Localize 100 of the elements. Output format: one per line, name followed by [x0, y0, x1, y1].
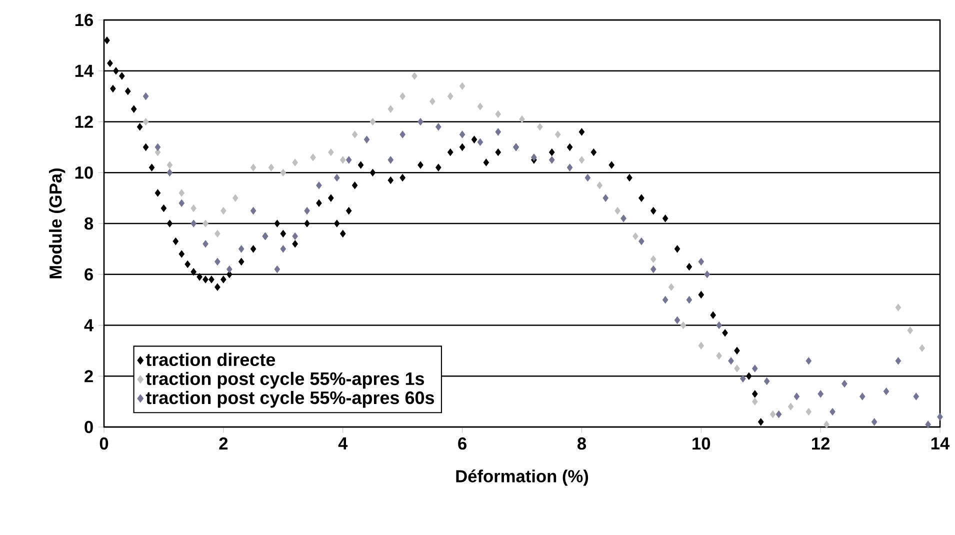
point [166, 168, 173, 176]
point [806, 408, 812, 416]
point [794, 392, 800, 400]
point [788, 402, 794, 410]
x-tick-label: 6 [458, 437, 466, 450]
point [716, 352, 722, 360]
point [752, 364, 758, 372]
point [686, 296, 692, 304]
point [178, 199, 184, 207]
point [919, 344, 925, 352]
point [770, 410, 776, 418]
point [776, 410, 782, 418]
point [304, 207, 310, 215]
point [495, 110, 501, 118]
point [650, 266, 656, 274]
point [459, 130, 466, 138]
y-tick-label: 2 [84, 370, 93, 382]
y-tick-label: 0 [84, 420, 93, 434]
x-tick-label: 14 [931, 437, 950, 450]
point [566, 164, 573, 172]
point [477, 102, 484, 110]
point [154, 143, 161, 151]
point [913, 392, 919, 400]
y-tick-label: 14 [75, 64, 94, 77]
y-tick-label: 8 [84, 217, 94, 230]
point [662, 296, 668, 304]
point [734, 364, 740, 372]
point [412, 72, 418, 80]
point [274, 266, 280, 274]
point [280, 168, 286, 176]
point [554, 130, 561, 138]
point [895, 357, 902, 365]
y-tick-label: 10 [75, 166, 93, 179]
x-tick-label: 0 [100, 437, 108, 450]
point [268, 164, 274, 172]
point [346, 156, 352, 164]
point [537, 123, 543, 131]
point [142, 118, 149, 126]
point [280, 245, 286, 253]
point [202, 220, 208, 228]
point [824, 420, 830, 428]
point [418, 118, 424, 126]
point [895, 304, 902, 312]
point [190, 220, 196, 228]
point [698, 342, 704, 350]
point [459, 82, 466, 90]
point [226, 266, 232, 274]
x-tick-label: 12 [812, 437, 830, 450]
point [596, 182, 603, 190]
point [883, 388, 890, 396]
point [548, 156, 555, 164]
point [871, 418, 878, 426]
point [698, 258, 704, 266]
point [716, 322, 722, 329]
point [668, 283, 674, 291]
y-axis-title: Module (GPa) [49, 168, 66, 278]
point [430, 98, 436, 106]
point [238, 245, 244, 253]
x-axis-title: Déformation (%) [456, 469, 588, 486]
point [728, 357, 734, 365]
point [519, 115, 525, 123]
point [334, 174, 340, 182]
point [614, 207, 620, 215]
point [638, 238, 644, 246]
point [388, 105, 394, 113]
point [166, 161, 173, 169]
point [860, 392, 866, 400]
point [142, 92, 149, 100]
point [447, 92, 454, 100]
point [704, 270, 710, 278]
point [202, 240, 208, 248]
point [818, 390, 824, 398]
point [352, 130, 358, 138]
y-tick-label: 16 [75, 14, 93, 26]
point [232, 194, 238, 202]
point [214, 230, 220, 238]
legend-label: traction post cycle 55%-apres 60s [146, 390, 434, 408]
point [602, 194, 608, 202]
point [650, 255, 656, 263]
point [250, 207, 256, 215]
point [578, 156, 585, 164]
point [740, 374, 746, 382]
point [400, 130, 406, 138]
point [328, 148, 334, 156]
point [178, 189, 184, 197]
point [400, 92, 406, 100]
x-tick-label: 2 [219, 437, 228, 450]
point [937, 413, 943, 421]
y-tick-label: 4 [84, 319, 94, 332]
point [632, 232, 638, 240]
point [584, 174, 591, 182]
point [674, 316, 680, 324]
point [531, 154, 537, 162]
point [477, 138, 484, 146]
point [752, 398, 758, 406]
point [292, 158, 298, 166]
legend-label: traction post cycle 55%-apres 1s [146, 372, 424, 389]
point [370, 118, 376, 126]
point [292, 232, 298, 240]
point [806, 357, 812, 365]
